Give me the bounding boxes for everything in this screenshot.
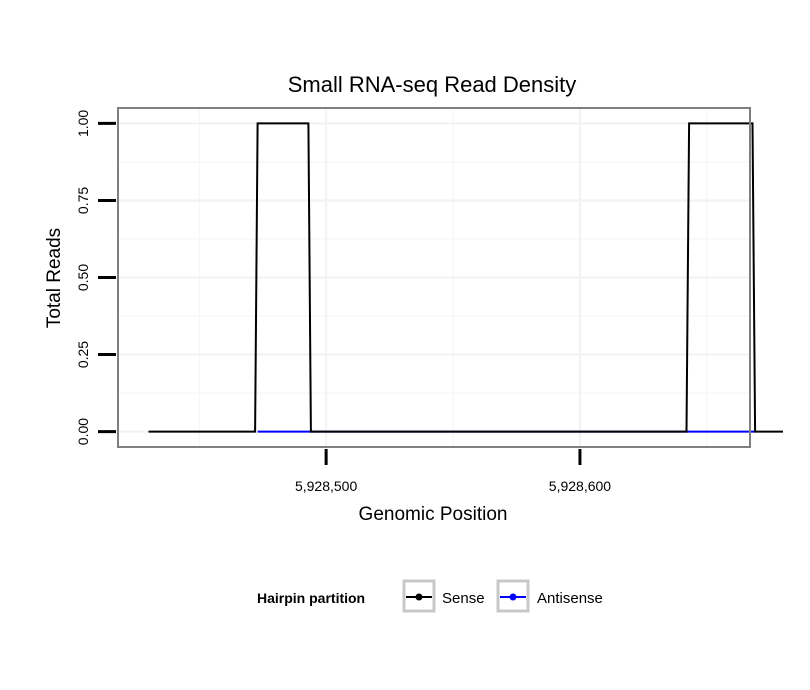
series-layer bbox=[148, 122, 783, 433]
x-tick-label: 5,928,500 bbox=[295, 478, 357, 494]
legend-key-antisense-point bbox=[509, 593, 517, 601]
plot-panel bbox=[117, 107, 783, 448]
legend-title: Hairpin partition bbox=[257, 590, 365, 606]
legend-label-antisense: Antisense bbox=[537, 590, 603, 607]
legend: Hairpin partition Sense Antisense bbox=[257, 579, 603, 613]
y-tick-label: 0.00 bbox=[75, 418, 91, 445]
y-axis: 0.00 0.25 0.50 0.75 1.00 bbox=[75, 110, 116, 445]
chart-title: Small RNA-seq Read Density bbox=[288, 72, 577, 97]
y-tick-label: 1.00 bbox=[75, 110, 91, 137]
plot-border bbox=[117, 107, 751, 448]
y-tick-label: 0.50 bbox=[75, 264, 91, 291]
legend-item-antisense: Antisense bbox=[496, 579, 603, 613]
legend-key-sense-point bbox=[415, 593, 423, 601]
y-axis-label: Total Reads bbox=[44, 228, 65, 328]
y-tick-label: 0.75 bbox=[75, 187, 91, 214]
x-tick-label: 5,928,600 bbox=[549, 478, 611, 494]
legend-label-sense: Sense bbox=[442, 590, 485, 607]
legend-item-sense: Sense bbox=[402, 579, 485, 613]
x-axis: 5,928,500 5,928,600 bbox=[295, 449, 611, 494]
x-axis-label: Genomic Position bbox=[359, 504, 508, 525]
series-line-sense bbox=[148, 122, 783, 433]
y-tick-label: 0.25 bbox=[75, 341, 91, 368]
